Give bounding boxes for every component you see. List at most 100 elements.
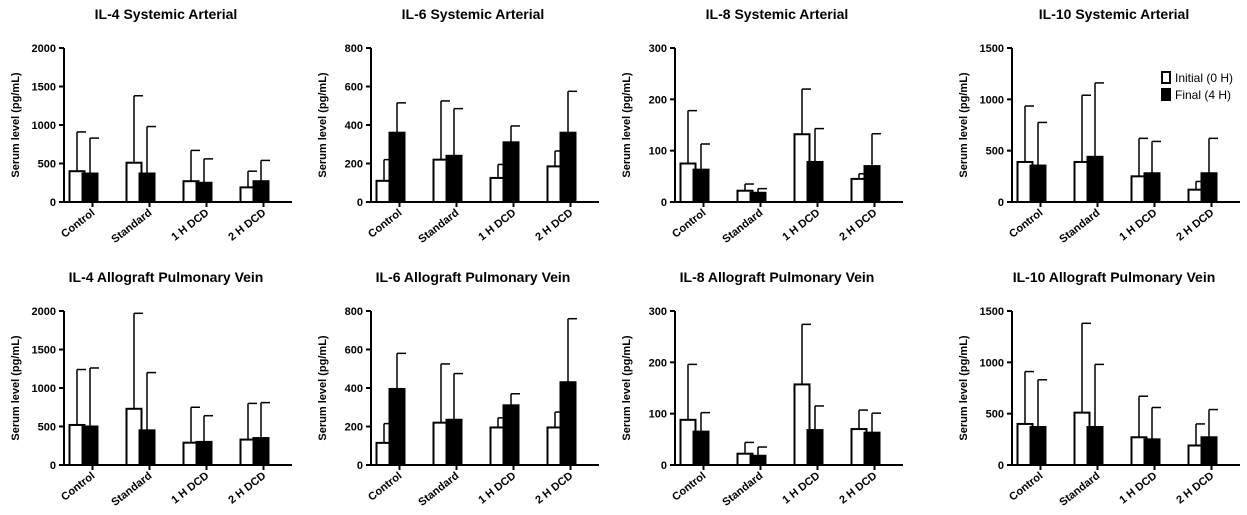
- y-tick-label: 0: [661, 197, 667, 209]
- chart-panel: IL-6 Allograft Pulmonary Vein 0 200 400 600 8…: [317, 269, 599, 509]
- chart-title: IL-6 Allograft Pulmonary Vein: [376, 269, 571, 285]
- legend: Initial (0 H) Final (4 H): [1161, 71, 1233, 102]
- chart-title: IL-10 Systemic Arterial: [1039, 6, 1189, 22]
- y-tick-label: 1500: [32, 345, 56, 357]
- y-tick-label: 1500: [980, 306, 1004, 318]
- y-tick-label: 1500: [32, 82, 56, 94]
- y-tick-label: 1000: [980, 94, 1004, 106]
- x-tick-label: 2 H DCD: [226, 470, 268, 507]
- legend-final-swatch: [1161, 88, 1171, 101]
- chart-panel: IL-4 Allograft Pulmonary Vein 0 500 1000 150…: [10, 269, 292, 509]
- bar-final: [806, 429, 824, 466]
- x-tick-label: Standard: [416, 207, 461, 246]
- legend-initial-swatch: [1161, 71, 1171, 84]
- y-tick-label: 800: [345, 43, 363, 55]
- bar-final: [388, 131, 406, 203]
- x-tick-label: Standard: [109, 207, 154, 246]
- bar-final: [445, 418, 463, 467]
- y-tick-label: 2000: [32, 306, 56, 318]
- legend-initial-label: Initial (0 H): [1175, 71, 1233, 85]
- bar-final: [81, 172, 99, 203]
- bar-final: [138, 429, 156, 467]
- x-tick-label: 1 H DCD: [780, 207, 822, 244]
- chart-panel: IL-4 Systemic Arterial 0 500 1000 1500 2000 Se…: [10, 6, 292, 246]
- y-tick-label: 600: [345, 345, 363, 357]
- y-tick-label: 500: [38, 422, 56, 434]
- bar-final: [1143, 172, 1161, 203]
- x-tick-label: 2 H DCD: [1174, 470, 1216, 507]
- bar-final: [559, 381, 577, 467]
- x-tick-label: Standard: [720, 207, 765, 246]
- chart-title: IL-8 Allograft Pulmonary Vein: [680, 269, 875, 285]
- y-tick-label: 200: [345, 159, 363, 171]
- y-tick-label: 500: [986, 409, 1004, 421]
- y-axis-label: Serum level (pg/mL): [317, 335, 329, 440]
- x-tick-label: Control: [670, 207, 708, 241]
- y-tick-label: 0: [50, 460, 56, 472]
- bar-final: [252, 437, 270, 466]
- y-tick-label: 0: [357, 460, 363, 472]
- bar-final: [1200, 436, 1218, 466]
- y-tick-label: 200: [649, 94, 667, 106]
- chart-panel: IL-6 Systemic Arterial 0 200 400 600 800 Serum…: [317, 6, 599, 246]
- bar-final: [692, 430, 710, 466]
- y-tick-label: 0: [50, 197, 56, 209]
- bar-final: [445, 154, 463, 204]
- bar-final: [1086, 155, 1104, 203]
- chart-panel: IL-8 Systemic Arterial 0 100 200 300 Serum le…: [621, 6, 903, 246]
- y-tick-label: 200: [345, 422, 363, 434]
- y-tick-label: 300: [649, 306, 667, 318]
- x-tick-label: Standard: [1057, 470, 1102, 509]
- x-tick-label: 1 H DCD: [169, 470, 211, 507]
- bar-final: [749, 191, 767, 203]
- x-tick-label: Control: [1007, 470, 1045, 504]
- y-axis-label: Serum level (pg/mL): [621, 335, 633, 440]
- y-axis-label: Serum level (pg/mL): [958, 72, 970, 177]
- y-tick-label: 400: [345, 383, 363, 395]
- y-tick-label: 600: [345, 82, 363, 94]
- bar-final: [806, 160, 824, 204]
- bar-final: [502, 404, 520, 467]
- y-axis-label: Serum level (pg/mL): [958, 335, 970, 440]
- x-tick-label: 2 H DCD: [533, 470, 575, 507]
- bar-final: [252, 180, 270, 204]
- chart-title: IL-10 Allograft Pulmonary Vein: [1013, 269, 1216, 285]
- y-tick-label: 1000: [32, 383, 56, 395]
- bar-final: [1086, 426, 1104, 467]
- y-tick-label: 300: [649, 43, 667, 55]
- x-tick-label: 2 H DCD: [837, 470, 879, 507]
- x-tick-label: Standard: [416, 470, 461, 509]
- x-tick-label: Control: [59, 470, 97, 504]
- x-tick-label: Standard: [1057, 207, 1102, 246]
- bar-final: [1029, 426, 1047, 467]
- x-tick-label: 2 H DCD: [533, 207, 575, 244]
- x-tick-label: Control: [366, 470, 404, 504]
- y-tick-label: 1500: [980, 43, 1004, 55]
- x-tick-label: 2 H DCD: [226, 207, 268, 244]
- bar-final: [1143, 438, 1161, 467]
- chart-title: IL-6 Systemic Arterial: [402, 6, 545, 22]
- x-tick-label: 1 H DCD: [1117, 207, 1159, 244]
- bar-final: [1200, 172, 1218, 203]
- x-tick-label: 1 H DCD: [780, 470, 822, 507]
- chart-panel: IL-10 Allograft Pulmonary Vein 0 500 1000 15…: [958, 269, 1240, 509]
- bar-final: [863, 165, 881, 203]
- chart-title: IL-8 Systemic Arterial: [706, 6, 849, 22]
- y-tick-label: 500: [38, 159, 56, 171]
- bar-final: [863, 431, 881, 467]
- y-tick-label: 100: [649, 409, 667, 421]
- y-tick-label: 100: [649, 146, 667, 158]
- y-tick-label: 2000: [32, 43, 56, 55]
- y-axis-label: Serum level (pg/mL): [10, 335, 22, 440]
- x-tick-label: 1 H DCD: [476, 207, 518, 244]
- x-tick-label: 1 H DCD: [1117, 470, 1159, 507]
- chart-panel: IL-8 Allograft Pulmonary Vein 0 100 200 300 S…: [621, 269, 903, 509]
- x-tick-label: 1 H DCD: [169, 207, 211, 244]
- y-tick-label: 800: [345, 306, 363, 318]
- y-tick-label: 400: [345, 120, 363, 132]
- bar-final: [692, 168, 710, 204]
- x-tick-label: Control: [670, 470, 708, 504]
- x-tick-label: Control: [1007, 207, 1045, 241]
- y-tick-label: 1000: [980, 357, 1004, 369]
- x-tick-label: 2 H DCD: [1174, 207, 1216, 244]
